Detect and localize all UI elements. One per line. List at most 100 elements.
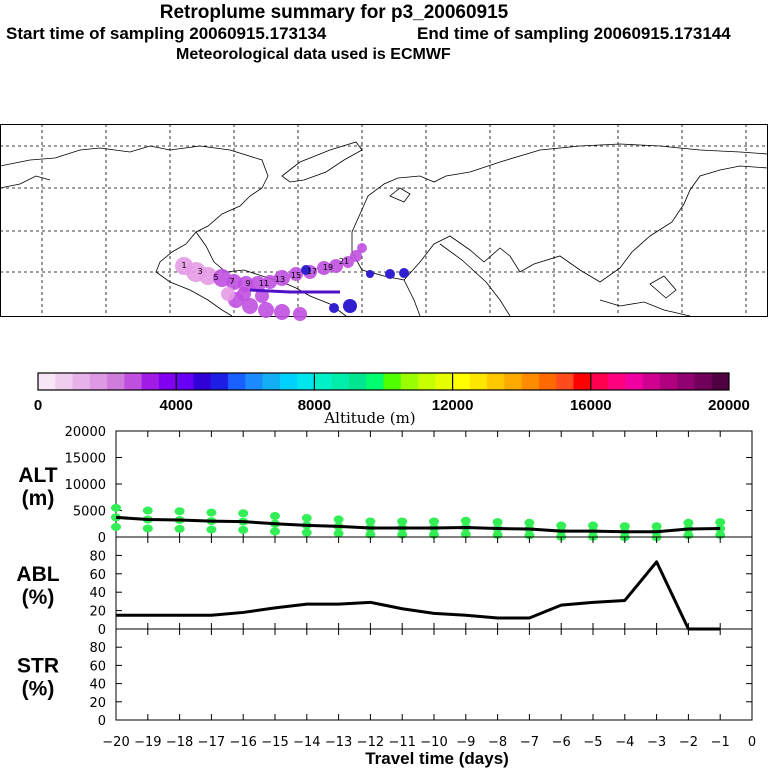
plume-blob	[350, 250, 362, 262]
series-line-abl	[116, 560, 721, 631]
plume-day-label: 15	[291, 271, 301, 280]
y-tick-label: 0	[98, 714, 106, 729]
colorbar-swatch	[314, 373, 333, 390]
y-tick-label: 0	[98, 623, 106, 638]
plume-day-label: 21	[339, 257, 349, 266]
colorbar-swatch	[55, 373, 74, 390]
alt-marker	[238, 509, 249, 518]
y-tick-label: 60	[89, 659, 106, 674]
y-tick-label: 0	[98, 531, 106, 546]
panel-alt: 0 5000 10000 15000 20000 ALT(m)	[18, 425, 753, 546]
chart-title: Retroplume summary for p3_20060915	[159, 2, 509, 23]
plume-blob	[366, 270, 374, 278]
panel-ylabel-top: STR	[17, 655, 59, 678]
alt-marker	[301, 528, 312, 537]
plume-blob	[329, 259, 343, 273]
colorbar-swatch	[659, 373, 678, 390]
colorbar-swatch	[89, 373, 108, 390]
coastline	[281, 141, 363, 183]
plume-blob	[317, 261, 331, 275]
x-tick-label: −5	[583, 735, 602, 750]
colorbar-tick-label: 12000	[432, 397, 474, 414]
alt-marker	[270, 527, 280, 536]
plume-day-label: 19	[323, 263, 333, 272]
y-tick-label: 60	[89, 568, 106, 583]
plume-blob	[301, 265, 311, 275]
x-tick-label: −19	[134, 735, 161, 750]
alt-marker	[588, 521, 598, 530]
start-time-label: Start time of sampling 20060915.173134	[6, 24, 327, 43]
colorbar-swatch	[366, 373, 384, 390]
alt-marker	[619, 522, 630, 531]
x-tick-label: −14	[293, 735, 320, 750]
plume-blob	[343, 299, 357, 313]
plume-blob	[274, 304, 290, 320]
colorbar-swatch	[677, 373, 695, 390]
alt-marker	[206, 508, 217, 517]
alt-marker	[142, 506, 153, 515]
plume-day-label: 7	[229, 277, 234, 286]
plume-core-line	[249, 288, 340, 294]
coastline	[0, 145, 269, 317]
colorbar-swatch	[193, 373, 212, 390]
plume-blob	[258, 302, 274, 318]
alt-marker	[556, 521, 567, 530]
alt-marker	[301, 514, 312, 523]
y-tick-label: 20000	[65, 425, 106, 440]
alt-marker	[365, 517, 376, 526]
plume-blob	[237, 287, 251, 301]
colorbar-swatch	[331, 373, 350, 390]
alt-marker	[333, 529, 344, 538]
plume-blob	[289, 267, 303, 281]
colorbar-swatch	[279, 373, 298, 390]
alt-marker	[715, 518, 726, 527]
colorbar-tick-label: 0	[34, 397, 42, 414]
alt-marker	[429, 517, 439, 526]
alt-marker	[142, 524, 153, 533]
plume-blob	[329, 303, 339, 313]
alt-marker	[238, 525, 249, 534]
alt-marker	[206, 525, 217, 534]
alt-marker	[651, 522, 662, 531]
x-tick-label: −1	[711, 735, 730, 750]
colorbar-swatch	[418, 373, 436, 390]
plume-blob	[274, 270, 290, 286]
alt-marker	[111, 503, 121, 512]
plume-blob	[293, 307, 307, 321]
x-tick-label: −7	[520, 735, 539, 750]
plume-blob	[242, 298, 258, 314]
colorbar-swatch	[452, 373, 471, 390]
x-tick-label: −18	[166, 735, 193, 750]
plume-day-label: 11	[259, 279, 269, 288]
panel-ylabel-top: ABL	[16, 563, 59, 586]
y-tick-label: 20	[89, 605, 106, 620]
colorbar-swatch	[107, 373, 125, 390]
coastline	[599, 299, 691, 317]
alt-marker	[270, 512, 280, 520]
colorbar-swatch	[348, 373, 367, 390]
colorbar-swatch	[262, 373, 281, 390]
coastline	[389, 187, 411, 203]
coastline	[195, 231, 347, 317]
y-tick-label: 5000	[73, 505, 106, 520]
y-tick-label: 15000	[65, 452, 106, 467]
colorbar-swatch	[158, 373, 177, 390]
x-tick-label: −3	[647, 735, 666, 750]
colorbar-tick-label: 4000	[160, 397, 193, 414]
colorbar-swatch	[435, 373, 454, 390]
x-tick-label: 0	[748, 735, 756, 750]
x-tick-label: −4	[615, 735, 634, 750]
x-tick-label: −13	[325, 735, 352, 750]
colorbar-swatch	[383, 373, 402, 390]
colorbar-swatch	[400, 373, 419, 390]
colorbar-swatch	[711, 373, 730, 390]
alt-marker	[397, 517, 408, 526]
end-time-label: End time of sampling 20060915.173144	[417, 24, 731, 43]
alt-marker	[333, 515, 344, 524]
colorbar-swatch	[176, 373, 194, 390]
x-tick-label: −11	[388, 735, 415, 750]
colorbar-swatch	[38, 373, 56, 390]
